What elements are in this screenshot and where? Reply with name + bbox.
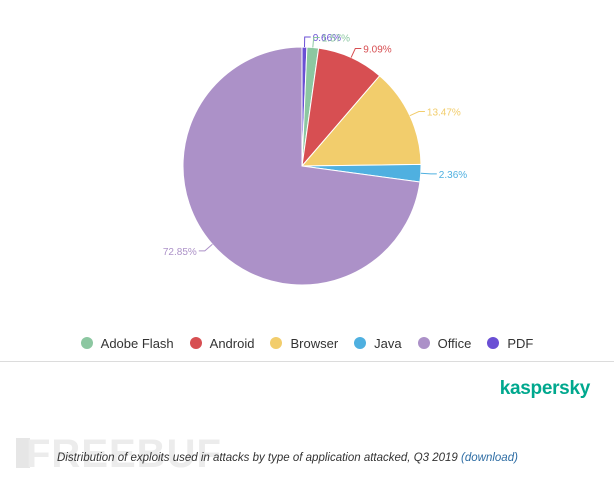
chart-caption: Distribution of exploits used in attacks… <box>57 452 518 464</box>
download-link[interactable]: (download) <box>461 452 518 464</box>
pie-chart: 0.66%1.57% 9.09% 13.47% 2.36% 72.85% <box>163 33 467 286</box>
legend-swatch <box>189 337 202 349</box>
legend-item-android[interactable]: Android <box>189 335 255 351</box>
label-connector-pdf <box>304 36 311 48</box>
label-connector-browser <box>409 111 425 117</box>
legend-swatch <box>270 337 283 349</box>
label-connector-android <box>350 48 362 58</box>
data-label-adobe-flash: 1.57% <box>322 34 350 45</box>
data-label-android: 9.09% <box>363 45 391 56</box>
label-connector-office <box>198 243 213 252</box>
legend-item-office[interactable]: Office <box>417 335 472 351</box>
legend-item-pdf[interactable]: PDF <box>487 336 533 351</box>
watermark-bar <box>16 438 30 468</box>
label-connector-java <box>420 172 437 175</box>
legend-item-browser[interactable]: Browser <box>270 336 338 351</box>
pie-data-labels: 0.66%1.57% 9.09% 13.47% 2.36% 72.85% <box>163 33 467 258</box>
legend-label: Office <box>437 335 472 351</box>
legend-label: Android <box>209 335 255 351</box>
label-connector-adobe-flash <box>312 37 320 48</box>
legend-label: PDF <box>507 335 534 351</box>
legend-label: Browser <box>290 335 339 351</box>
data-label-browser: 13.47% <box>427 108 461 119</box>
legend-swatch <box>80 337 93 349</box>
kaspersky-logo: kaspersky <box>499 378 591 399</box>
data-label-java: 2.36% <box>439 170 467 181</box>
divider <box>0 361 614 362</box>
legend-label: Adobe Flash <box>100 335 174 351</box>
chart-legend: Adobe Flash Android Browser Java Office PDF <box>0 333 614 353</box>
caption-text: Distribution of exploits used in attacks… <box>57 452 458 464</box>
legend-swatch <box>417 337 430 349</box>
data-label-pdf: 0.66% <box>313 33 341 44</box>
legend-item-java[interactable]: Java <box>354 335 402 351</box>
legend-label: Java <box>374 335 402 351</box>
data-label-office: 72.85% <box>163 247 197 258</box>
legend-swatch <box>354 337 367 349</box>
legend-swatch <box>487 337 500 349</box>
legend-item-adobe-flash[interactable]: Adobe Flash <box>80 335 174 351</box>
pie-slices <box>182 46 422 286</box>
